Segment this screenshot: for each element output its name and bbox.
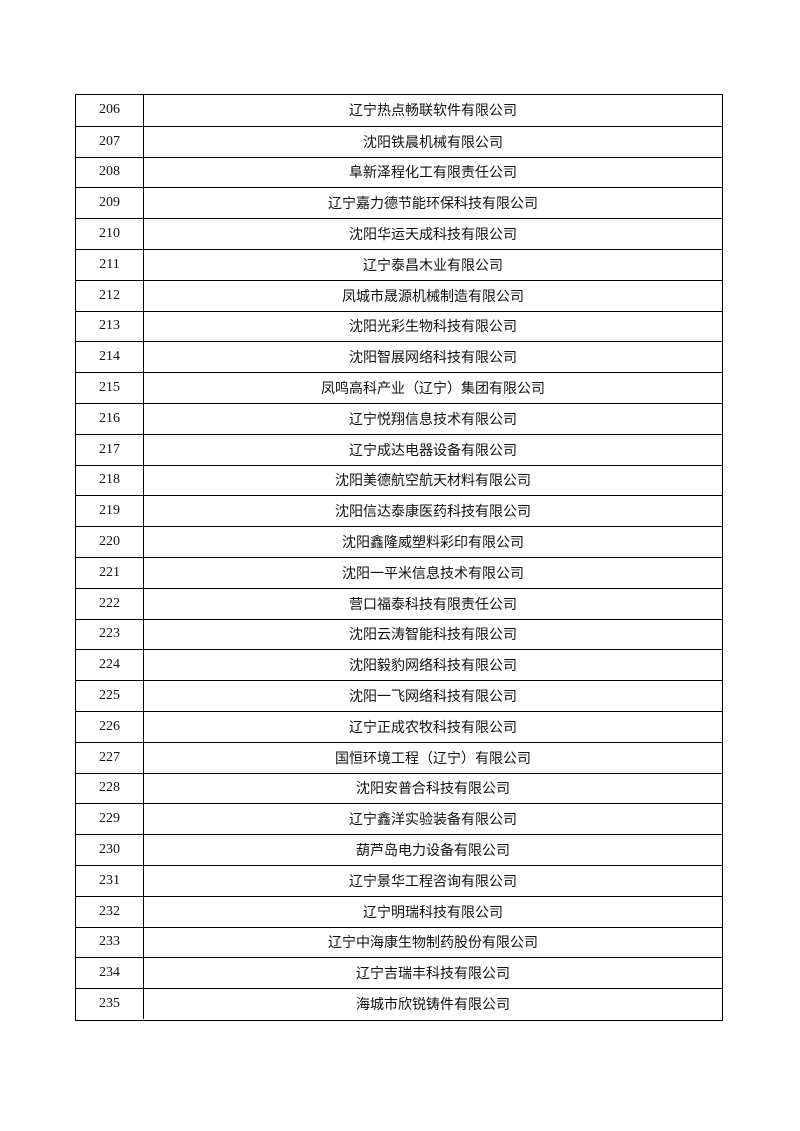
table-row: 206 辽宁热点畅联软件有限公司 <box>76 95 722 126</box>
row-number: 234 <box>76 958 144 989</box>
company-name: 辽宁景华工程咨询有限公司 <box>349 874 517 890</box>
table-row: 216 辽宁悦翔信息技术有限公司 <box>76 403 722 434</box>
row-number: 233 <box>76 927 144 958</box>
row-number: 225 <box>76 681 144 711</box>
row-number: 217 <box>76 434 144 465</box>
company-name: 辽宁泰昌木业有限公司 <box>363 258 503 274</box>
row-number: 231 <box>76 866 144 896</box>
table-row: 231 辽宁景华工程咨询有限公司 <box>76 865 722 896</box>
table-row: 229 辽宁鑫洋实验装备有限公司 <box>76 803 722 835</box>
row-number: 210 <box>76 219 144 249</box>
table-row: 228 沈阳安普合科技有限公司 <box>76 772 722 804</box>
company-name: 沈阳信达泰康医药科技有限公司 <box>335 505 531 521</box>
table-row: 212 凤城市晟源机械制造有限公司 <box>76 279 722 311</box>
table-row: 213 沈阳光彩生物科技有限公司 <box>76 310 722 342</box>
company-name: 沈阳光彩生物科技有限公司 <box>349 320 517 336</box>
table-row: 219 沈阳信达泰康医药科技有限公司 <box>76 495 722 527</box>
table-row: 234 辽宁吉瑞丰科技有限公司 <box>76 957 722 989</box>
row-number: 212 <box>76 280 144 311</box>
table-row: 226 辽宁正成农牧科技有限公司 <box>76 711 722 742</box>
company-name: 沈阳华运天成科技有限公司 <box>349 228 517 244</box>
row-number: 235 <box>76 989 144 1019</box>
table-row: 214 沈阳智展网络科技有限公司 <box>76 341 722 373</box>
row-number: 220 <box>76 527 144 557</box>
row-number: 221 <box>76 558 144 588</box>
row-number: 213 <box>76 311 144 342</box>
table: 206 辽宁热点畅联软件有限公司 207 沈阳铁晨机械有限公司 208 阜新泽程化工有限责… <box>75 94 723 1021</box>
row-number: 227 <box>76 742 144 773</box>
table-row: 209 辽宁嘉力德节能环保科技有限公司 <box>76 187 722 219</box>
company-name: 沈阳美德航空航天材料有限公司 <box>335 474 531 490</box>
table-row: 215 凤鸣高科产业（辽宁）集团有限公司 <box>76 372 722 403</box>
row-number: 219 <box>76 496 144 527</box>
table-row: 232 辽宁明瑞科技有限公司 <box>76 895 722 927</box>
row-number: 223 <box>76 619 144 650</box>
table-row: 211 辽宁泰昌木业有限公司 <box>76 249 722 280</box>
company-name: 辽宁悦翔信息技术有限公司 <box>349 412 517 428</box>
company-name: 沈阳安普合科技有限公司 <box>356 782 510 798</box>
company-name: 沈阳一平米信息技术有限公司 <box>342 566 524 582</box>
row-number: 211 <box>76 250 144 280</box>
row-number: 230 <box>76 835 144 865</box>
company-name: 营口福泰科技有限责任公司 <box>349 597 517 613</box>
row-number: 228 <box>76 773 144 804</box>
company-name: 凤城市晟源机械制造有限公司 <box>342 289 524 305</box>
company-name: 海城市欣锐铸件有限公司 <box>356 998 510 1014</box>
table-row: 230 葫芦岛电力设备有限公司 <box>76 834 722 865</box>
company-name: 辽宁吉瑞丰科技有限公司 <box>356 967 510 983</box>
table-row: 221 沈阳一平米信息技术有限公司 <box>76 557 722 588</box>
row-number: 218 <box>76 465 144 496</box>
company-name: 凤鸣高科产业（辽宁）集团有限公司 <box>321 382 545 398</box>
row-number: 207 <box>76 126 144 157</box>
company-name: 沈阳鑫隆威塑料彩印有限公司 <box>342 536 524 552</box>
row-number: 208 <box>76 157 144 188</box>
row-number: 209 <box>76 188 144 219</box>
row-number: 214 <box>76 342 144 373</box>
table-row: 225 沈阳一飞网络科技有限公司 <box>76 680 722 711</box>
row-number: 226 <box>76 712 144 742</box>
company-name: 沈阳一飞网络科技有限公司 <box>349 690 517 706</box>
table-row: 224 沈阳毅豹网络科技有限公司 <box>76 649 722 681</box>
table-row: 218 沈阳美德航空航天材料有限公司 <box>76 464 722 496</box>
row-number: 216 <box>76 404 144 434</box>
row-number: 206 <box>76 95 144 126</box>
row-number: 229 <box>76 804 144 835</box>
company-name: 国恒环境工程（辽宁）有限公司 <box>335 751 531 767</box>
table-row: 208 阜新泽程化工有限责任公司 <box>76 156 722 188</box>
table-row: 233 辽宁中海康生物制药股份有限公司 <box>76 926 722 958</box>
company-name: 辽宁中海康生物制药股份有限公司 <box>328 936 538 952</box>
company-name: 辽宁成达电器设备有限公司 <box>349 443 517 459</box>
row-number: 222 <box>76 588 144 619</box>
company-name: 葫芦岛电力设备有限公司 <box>356 844 510 860</box>
company-name: 沈阳智展网络科技有限公司 <box>349 351 517 367</box>
company-name: 沈阳毅豹网络科技有限公司 <box>349 659 517 675</box>
company-name: 阜新泽程化工有限责任公司 <box>349 166 517 182</box>
table-row: 210 沈阳华运天成科技有限公司 <box>76 218 722 249</box>
table-row: 220 沈阳鑫隆威塑料彩印有限公司 <box>76 526 722 557</box>
company-name: 辽宁嘉力德节能环保科技有限公司 <box>328 197 538 213</box>
company-name: 辽宁正成农牧科技有限公司 <box>349 720 517 736</box>
row-number: 232 <box>76 896 144 927</box>
table-row: 227 国恒环境工程（辽宁）有限公司 <box>76 741 722 773</box>
company-name: 沈阳云涛智能科技有限公司 <box>349 628 517 644</box>
table-row: 207 沈阳铁晨机械有限公司 <box>76 125 722 157</box>
row-number: 224 <box>76 650 144 681</box>
table-row: 222 营口福泰科技有限责任公司 <box>76 587 722 619</box>
row-number: 215 <box>76 373 144 403</box>
table-row: 217 辽宁成达电器设备有限公司 <box>76 433 722 465</box>
company-name: 沈阳铁晨机械有限公司 <box>363 135 503 151</box>
company-name: 辽宁明瑞科技有限公司 <box>363 905 503 921</box>
table-row: 223 沈阳云涛智能科技有限公司 <box>76 618 722 650</box>
company-name: 辽宁鑫洋实验装备有限公司 <box>349 813 517 829</box>
table-row: 235 海城市欣锐铸件有限公司 <box>76 988 722 1019</box>
company-name: 辽宁热点畅联软件有限公司 <box>349 104 517 120</box>
